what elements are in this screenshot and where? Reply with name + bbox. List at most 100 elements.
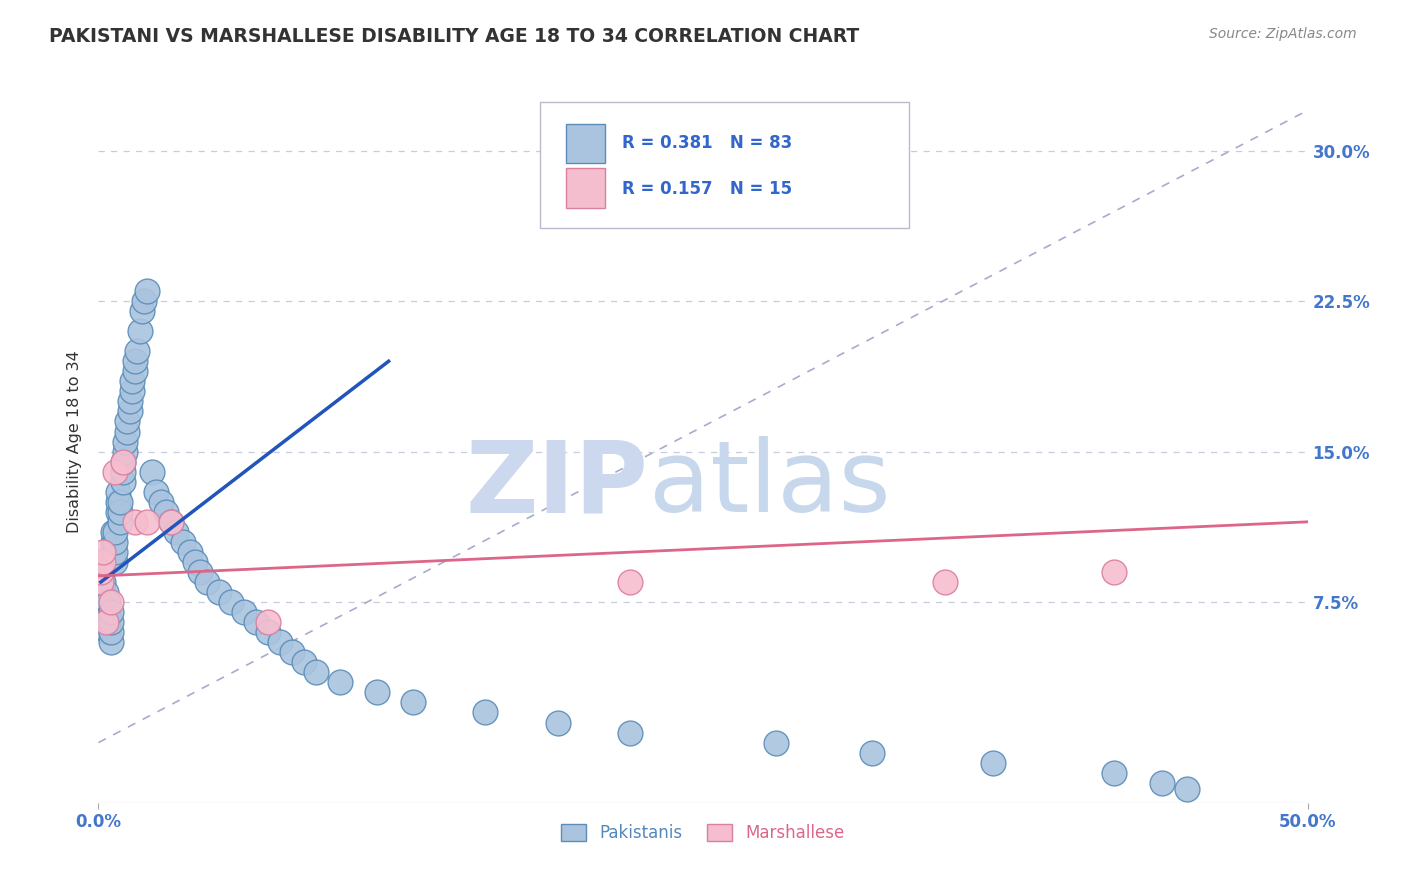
Point bbox=[117, 425, 139, 439]
Point bbox=[104, 545, 127, 559]
Point bbox=[668, 203, 690, 218]
Point bbox=[934, 575, 956, 590]
Point bbox=[221, 595, 243, 609]
Point bbox=[232, 605, 254, 619]
Point bbox=[108, 505, 131, 519]
Text: atlas: atlas bbox=[648, 436, 890, 533]
Legend: Pakistanis, Marshallese: Pakistanis, Marshallese bbox=[554, 817, 852, 848]
Point bbox=[97, 625, 120, 640]
Point bbox=[474, 706, 496, 720]
Point bbox=[114, 444, 136, 458]
Point bbox=[90, 565, 112, 579]
Point bbox=[90, 555, 112, 569]
Point bbox=[90, 575, 112, 590]
Point bbox=[128, 324, 150, 338]
Point bbox=[188, 565, 211, 579]
Point bbox=[91, 555, 114, 569]
Point bbox=[104, 535, 127, 549]
Point bbox=[184, 555, 207, 569]
Bar bbox=[567, 169, 605, 208]
Point bbox=[107, 494, 129, 508]
Point bbox=[269, 635, 291, 649]
Point bbox=[104, 465, 127, 479]
Point bbox=[94, 605, 117, 619]
Point bbox=[111, 455, 134, 469]
Point bbox=[155, 505, 177, 519]
Point bbox=[108, 494, 131, 508]
Point bbox=[101, 545, 124, 559]
Point bbox=[245, 615, 267, 630]
Point bbox=[150, 494, 173, 508]
Point bbox=[292, 655, 315, 669]
Point bbox=[100, 625, 122, 640]
Point bbox=[107, 484, 129, 499]
Point bbox=[97, 595, 120, 609]
Point bbox=[135, 515, 157, 529]
Point bbox=[91, 595, 114, 609]
Point bbox=[765, 735, 787, 749]
Point bbox=[179, 545, 201, 559]
Point bbox=[134, 294, 156, 309]
Point bbox=[121, 384, 143, 399]
Point bbox=[91, 585, 114, 599]
Point bbox=[104, 524, 127, 539]
Point bbox=[160, 515, 183, 529]
Point bbox=[208, 585, 231, 599]
Point bbox=[329, 675, 352, 690]
Point bbox=[100, 595, 122, 609]
Text: ZIP: ZIP bbox=[465, 436, 648, 533]
Text: R = 0.381   N = 83: R = 0.381 N = 83 bbox=[621, 134, 792, 153]
Point bbox=[619, 725, 641, 739]
Y-axis label: Disability Age 18 to 34: Disability Age 18 to 34 bbox=[67, 351, 83, 533]
Point bbox=[256, 625, 278, 640]
Point bbox=[141, 465, 163, 479]
Point bbox=[124, 515, 146, 529]
Point bbox=[94, 585, 117, 599]
Point bbox=[860, 746, 883, 760]
Point bbox=[165, 524, 187, 539]
Point bbox=[117, 414, 139, 429]
Point bbox=[108, 515, 131, 529]
Point bbox=[107, 505, 129, 519]
Point bbox=[100, 635, 122, 649]
Point bbox=[91, 605, 114, 619]
Point bbox=[1152, 776, 1174, 790]
Point bbox=[101, 524, 124, 539]
Point bbox=[1102, 565, 1125, 579]
Point bbox=[547, 715, 569, 730]
Point bbox=[160, 515, 183, 529]
Point bbox=[195, 575, 218, 590]
Text: R = 0.157   N = 15: R = 0.157 N = 15 bbox=[621, 179, 792, 198]
Point bbox=[118, 404, 141, 418]
Point bbox=[366, 685, 388, 699]
Point bbox=[90, 565, 112, 579]
Point bbox=[305, 665, 328, 680]
Point bbox=[124, 354, 146, 368]
FancyBboxPatch shape bbox=[540, 102, 908, 228]
Point bbox=[90, 575, 112, 590]
Point bbox=[619, 575, 641, 590]
Point bbox=[402, 696, 425, 710]
Point bbox=[1175, 781, 1198, 796]
Point bbox=[127, 344, 149, 359]
Point bbox=[100, 605, 122, 619]
Point bbox=[97, 605, 120, 619]
Point bbox=[172, 535, 194, 549]
Point bbox=[111, 465, 134, 479]
Point bbox=[256, 615, 278, 630]
Point bbox=[124, 364, 146, 378]
Point bbox=[94, 615, 117, 630]
Point bbox=[281, 645, 304, 659]
Point bbox=[1102, 765, 1125, 780]
Text: PAKISTANI VS MARSHALLESE DISABILITY AGE 18 TO 34 CORRELATION CHART: PAKISTANI VS MARSHALLESE DISABILITY AGE … bbox=[49, 27, 859, 45]
Point bbox=[101, 535, 124, 549]
Point bbox=[131, 304, 153, 318]
Point bbox=[111, 475, 134, 489]
Text: Source: ZipAtlas.com: Source: ZipAtlas.com bbox=[1209, 27, 1357, 41]
Point bbox=[97, 615, 120, 630]
Point bbox=[121, 375, 143, 389]
Point bbox=[145, 484, 167, 499]
Point bbox=[135, 284, 157, 298]
Point bbox=[104, 555, 127, 569]
Point bbox=[91, 545, 114, 559]
